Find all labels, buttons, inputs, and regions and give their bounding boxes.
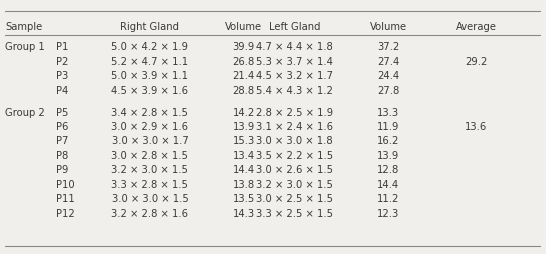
Text: P8: P8 xyxy=(56,151,69,161)
Text: 13.3: 13.3 xyxy=(377,108,399,118)
Text: P5: P5 xyxy=(56,108,69,118)
Text: P7: P7 xyxy=(56,136,69,147)
Text: 11.2: 11.2 xyxy=(377,194,399,204)
Text: 3.0 × 2.5 × 1.5: 3.0 × 2.5 × 1.5 xyxy=(256,194,333,204)
Text: 13.9: 13.9 xyxy=(233,122,254,132)
Text: 12.8: 12.8 xyxy=(377,165,399,175)
Text: 14.4: 14.4 xyxy=(233,165,254,175)
Text: 5.0 × 3.9 × 1.1: 5.0 × 3.9 × 1.1 xyxy=(111,71,188,81)
Text: P9: P9 xyxy=(56,165,69,175)
Text: 3.0 × 3.0 × 1.5: 3.0 × 3.0 × 1.5 xyxy=(111,194,188,204)
Text: 14.4: 14.4 xyxy=(377,180,399,190)
Text: 3.4 × 2.8 × 1.5: 3.4 × 2.8 × 1.5 xyxy=(111,108,188,118)
Text: 27.8: 27.8 xyxy=(377,86,399,96)
Text: 3.5 × 2.2 × 1.5: 3.5 × 2.2 × 1.5 xyxy=(256,151,333,161)
Text: 4.5 × 3.2 × 1.7: 4.5 × 3.2 × 1.7 xyxy=(256,71,333,81)
Text: 39.9: 39.9 xyxy=(233,42,254,52)
Text: 3.0 × 3.0 × 1.7: 3.0 × 3.0 × 1.7 xyxy=(111,136,188,147)
Text: Volume: Volume xyxy=(225,22,262,33)
Text: 26.8: 26.8 xyxy=(233,57,254,67)
Text: 3.3 × 2.5 × 1.5: 3.3 × 2.5 × 1.5 xyxy=(256,209,333,219)
Text: 15.3: 15.3 xyxy=(233,136,254,147)
Text: Left Gland: Left Gland xyxy=(269,22,320,33)
Text: P1: P1 xyxy=(56,42,69,52)
Text: P2: P2 xyxy=(56,57,69,67)
Text: 5.0 × 4.2 × 1.9: 5.0 × 4.2 × 1.9 xyxy=(111,42,188,52)
Text: Average: Average xyxy=(456,22,497,33)
Text: 13.8: 13.8 xyxy=(233,180,254,190)
Text: P3: P3 xyxy=(56,71,69,81)
Text: 5.2 × 4.7 × 1.1: 5.2 × 4.7 × 1.1 xyxy=(111,57,188,67)
Text: 3.2 × 3.0 × 1.5: 3.2 × 3.0 × 1.5 xyxy=(256,180,333,190)
Text: 11.9: 11.9 xyxy=(377,122,399,132)
Text: 28.8: 28.8 xyxy=(233,86,254,96)
Text: 3.1 × 2.4 × 1.6: 3.1 × 2.4 × 1.6 xyxy=(256,122,333,132)
Text: 3.0 × 2.8 × 1.5: 3.0 × 2.8 × 1.5 xyxy=(111,151,188,161)
Text: 3.3 × 2.8 × 1.5: 3.3 × 2.8 × 1.5 xyxy=(111,180,188,190)
Text: P4: P4 xyxy=(56,86,69,96)
Text: Right Gland: Right Gland xyxy=(121,22,180,33)
Text: 14.2: 14.2 xyxy=(233,108,254,118)
Text: 13.4: 13.4 xyxy=(233,151,254,161)
Text: 5.4 × 4.3 × 1.2: 5.4 × 4.3 × 1.2 xyxy=(256,86,333,96)
Text: 13.5: 13.5 xyxy=(233,194,254,204)
Text: Group 1: Group 1 xyxy=(5,42,45,52)
Text: 2.8 × 2.5 × 1.9: 2.8 × 2.5 × 1.9 xyxy=(256,108,333,118)
Text: 13.6: 13.6 xyxy=(465,122,488,132)
Text: 12.3: 12.3 xyxy=(377,209,399,219)
Text: 3.0 × 2.9 × 1.6: 3.0 × 2.9 × 1.6 xyxy=(111,122,188,132)
Text: Sample: Sample xyxy=(5,22,43,33)
Text: 21.4: 21.4 xyxy=(233,71,254,81)
Text: 4.7 × 4.4 × 1.8: 4.7 × 4.4 × 1.8 xyxy=(256,42,333,52)
Text: P12: P12 xyxy=(56,209,75,219)
Text: P11: P11 xyxy=(56,194,75,204)
Text: P6: P6 xyxy=(56,122,69,132)
Text: 16.2: 16.2 xyxy=(377,136,399,147)
Text: 24.4: 24.4 xyxy=(377,71,399,81)
Text: 14.3: 14.3 xyxy=(233,209,254,219)
Text: 29.2: 29.2 xyxy=(465,57,488,67)
Text: 5.3 × 3.7 × 1.4: 5.3 × 3.7 × 1.4 xyxy=(256,57,333,67)
Text: P10: P10 xyxy=(56,180,75,190)
Text: Volume: Volume xyxy=(370,22,407,33)
Text: 3.2 × 3.0 × 1.5: 3.2 × 3.0 × 1.5 xyxy=(111,165,188,175)
Text: 3.0 × 3.0 × 1.8: 3.0 × 3.0 × 1.8 xyxy=(256,136,333,147)
Text: 4.5 × 3.9 × 1.6: 4.5 × 3.9 × 1.6 xyxy=(111,86,188,96)
Text: 3.2 × 2.8 × 1.6: 3.2 × 2.8 × 1.6 xyxy=(111,209,188,219)
Text: 37.2: 37.2 xyxy=(377,42,399,52)
Text: 3.0 × 2.6 × 1.5: 3.0 × 2.6 × 1.5 xyxy=(256,165,333,175)
Text: 13.9: 13.9 xyxy=(377,151,399,161)
Text: Group 2: Group 2 xyxy=(5,108,45,118)
Text: 27.4: 27.4 xyxy=(377,57,399,67)
